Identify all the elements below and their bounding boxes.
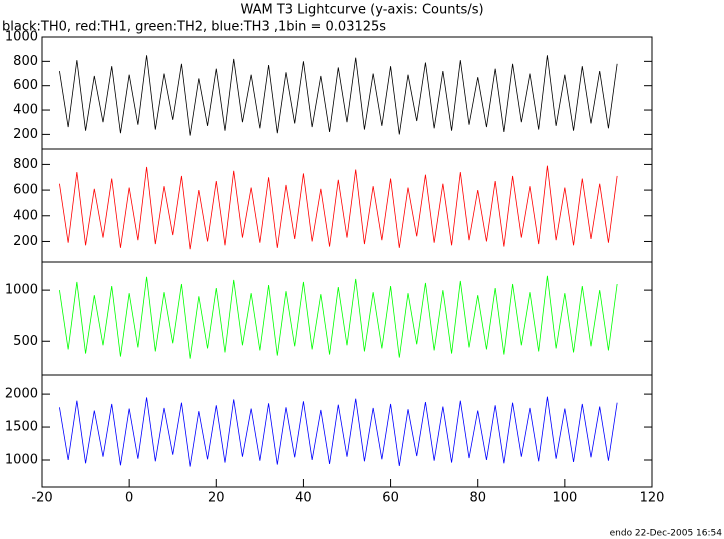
y-tick-label: 800 [13,54,38,69]
y-tick-label: 2000 [5,387,38,402]
y-tick-label: 1000 [5,30,38,45]
x-tick-label: 120 [640,491,665,506]
y-tick-label: 600 [13,183,38,198]
y-tick-label: 400 [13,208,38,223]
panel-frame [41,374,653,488]
y-tick-label: 500 [13,334,38,349]
panel-frame [41,148,653,263]
series-line [59,55,618,136]
y-tick-label: 400 [13,103,38,118]
y-tick-label: 200 [13,127,38,142]
panel-frame [41,36,653,150]
y-tick-label: 1500 [5,420,38,435]
chart-subtitle: black:TH0, red:TH1, green:TH2, blue:TH3 … [2,20,386,35]
series-line [59,165,618,250]
y-tick-label: 800 [13,157,38,172]
y-tick-label: 600 [13,78,38,93]
chart-title: WAM T3 Lightcurve (y-axis: Counts/s) [240,3,483,18]
x-tick-label: 40 [295,491,312,506]
y-tick-label: 1000 [5,452,38,467]
y-tick-label: 200 [13,234,38,249]
x-tick-label: 20 [208,491,225,506]
x-tick-label: 0 [125,491,133,506]
footer: endo 22-Dec-2005 16:54 [610,529,723,539]
x-tick-label: -20 [31,491,52,506]
x-tick-label: 80 [469,491,486,506]
y-tick-label: 1000 [5,283,38,298]
series-line [59,396,618,467]
x-tick-label: 60 [382,491,399,506]
x-tick-label: 100 [552,491,577,506]
series-line [59,275,618,359]
